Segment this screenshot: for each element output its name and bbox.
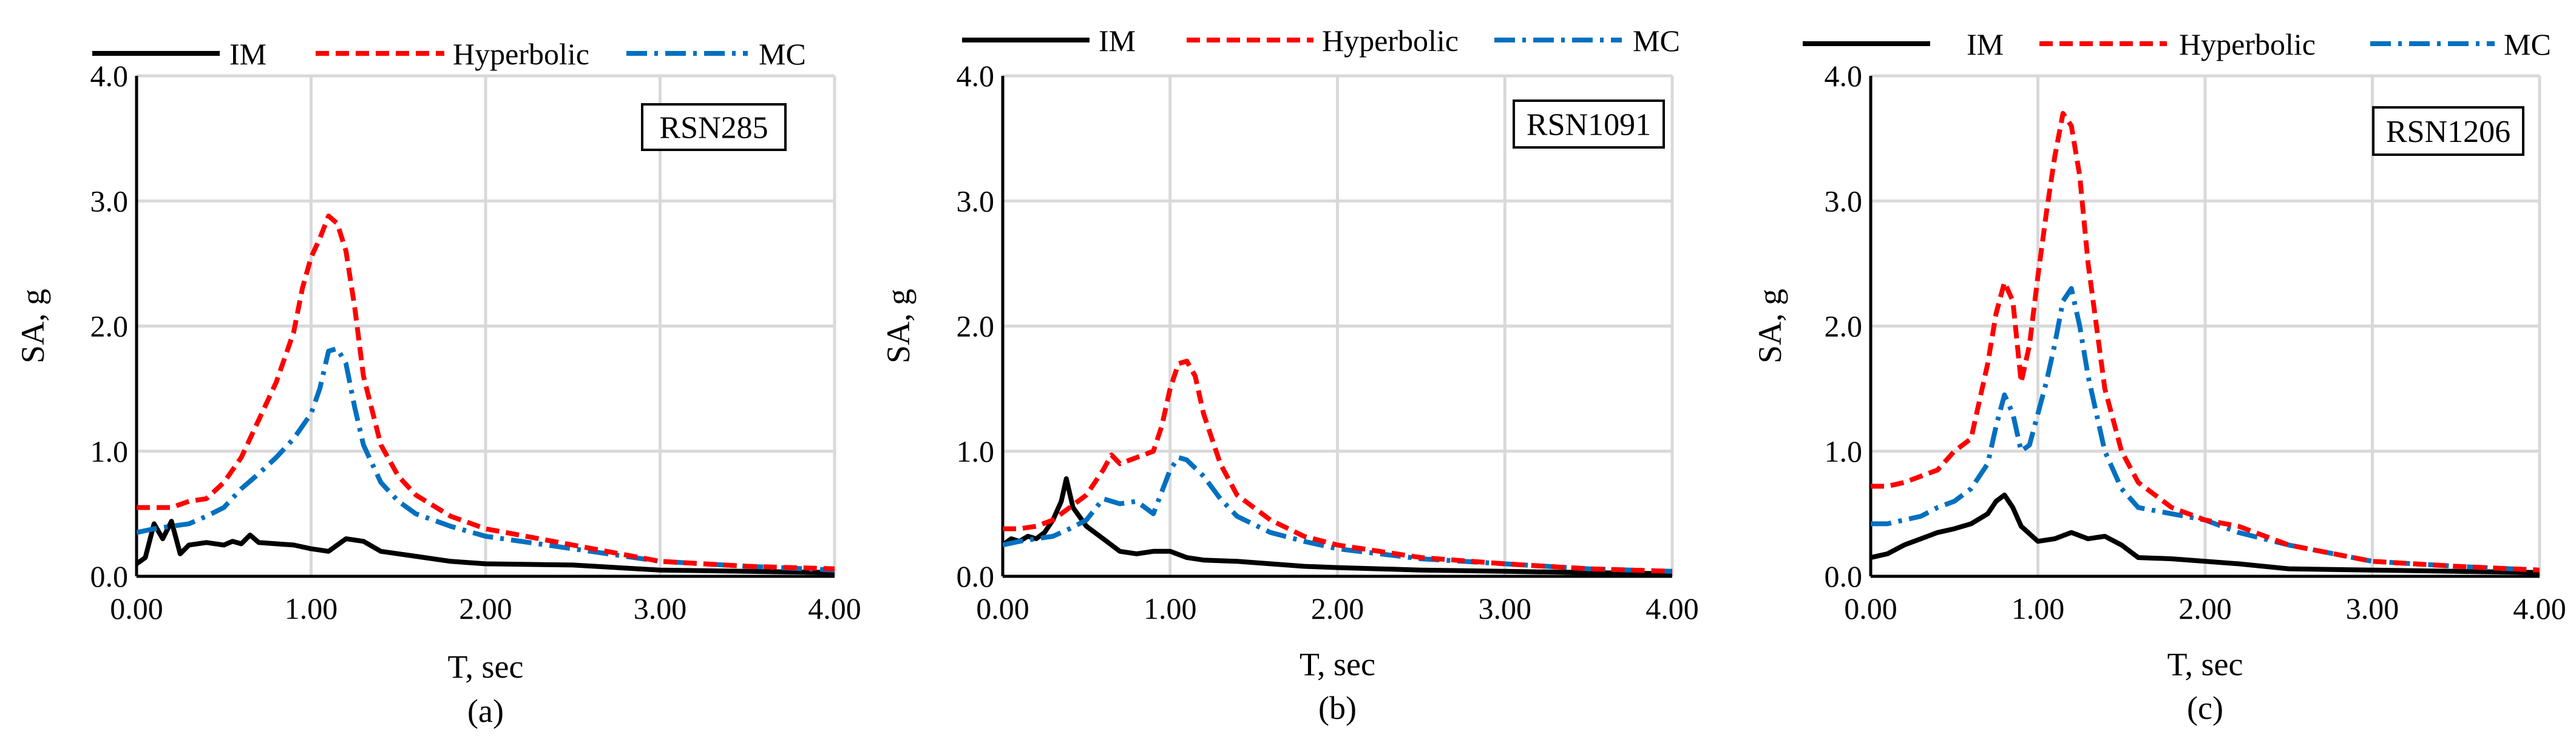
series-line-im: [137, 519, 835, 575]
y-tick-label: 3.0: [90, 184, 129, 218]
x-tick-label: 1.00: [2012, 591, 2065, 625]
x-tick-label: 1.00: [285, 591, 338, 625]
record-label: RSN1206: [2386, 115, 2510, 149]
chart-panel-2: 0.00 1.00 2.00 3.00 4.00 0.0 1.0 2.0 3.0 4.0 T, se…: [880, 24, 1699, 726]
chart-panel-3: 0.00 1.00 2.00 3.00 4.00 0.0 1.0 2.0 3.0 4.0 T, se…: [1752, 27, 2566, 726]
y-tick-label: 3.0: [957, 184, 995, 218]
x-tick-label: 2.00: [1311, 591, 1364, 625]
record-box: [1513, 99, 1665, 149]
y-tick-label: 2.0: [957, 309, 995, 343]
panel-caption: (a): [467, 693, 504, 729]
x-tick-label: 0.00: [1844, 591, 1897, 625]
record-label: RSN285: [659, 111, 768, 146]
legend-label-im: IM: [1967, 27, 2004, 61]
x-axis-title: T, sec: [2168, 646, 2243, 682]
y-tick-label: 1.0: [90, 434, 129, 468]
x-tick-label: 3.00: [2346, 591, 2399, 625]
legend-label-im: IM: [229, 37, 266, 71]
legend-label-im: IM: [1099, 24, 1136, 58]
x-tick-label: 4.00: [1646, 591, 1699, 625]
series-line-im: [1871, 492, 2540, 575]
x-tick-label: 2.00: [2178, 591, 2232, 625]
y-tick-label: 4.0: [90, 59, 129, 93]
series-line-mc: [137, 346, 835, 573]
y-tick-label: 0.0: [90, 559, 129, 593]
record-label: RSN1091: [1527, 108, 1651, 143]
legend-label-mc: MC: [1633, 24, 1680, 58]
x-tick-label: 4.00: [808, 591, 861, 625]
y-tick-label: 3.0: [1825, 184, 1863, 218]
x-tick-label: 1.00: [1144, 591, 1197, 625]
y-tick-label: 0.0: [957, 559, 995, 593]
y-tick-label: 4.0: [1825, 59, 1863, 93]
y-tick-label: 2.0: [1825, 309, 1863, 343]
record-box: [641, 103, 787, 151]
legend-label-mc: MC: [2504, 27, 2551, 61]
y-axis-title: SA, g: [880, 289, 917, 363]
legend-label-hyperbolic: Hyperbolic: [2179, 27, 2316, 61]
x-tick-label: 0.00: [110, 591, 163, 625]
y-tick-label: 2.0: [90, 309, 129, 343]
x-tick-label: 3.00: [634, 591, 687, 625]
series-line-hyperbolic: [1871, 110, 2540, 573]
series-line-im: [1003, 476, 1672, 576]
panel-caption: (b): [1318, 690, 1357, 726]
record-box: [2372, 106, 2524, 156]
series-line-hyperbolic: [137, 214, 835, 571]
panel-caption: (c): [2187, 690, 2223, 726]
x-tick-label: 0.00: [976, 591, 1029, 625]
y-axis-title: SA, g: [1752, 289, 1788, 363]
y-tick-label: 0.0: [1825, 559, 1863, 593]
legend-label-hyperbolic: Hyperbolic: [453, 37, 589, 71]
y-axis-title: SA, g: [15, 289, 51, 363]
x-tick-label: 2.00: [459, 591, 512, 625]
x-axis-title: T, sec: [448, 649, 524, 685]
legend-label-hyperbolic: Hyperbolic: [1322, 24, 1459, 58]
y-tick-label: 1.0: [1825, 434, 1863, 468]
x-axis-title: T, sec: [1300, 646, 1375, 682]
y-tick-label: 1.0: [957, 434, 995, 468]
x-tick-label: 3.00: [1479, 591, 1532, 625]
chart-panel-1: 0.00 1.00 2.00 3.00 4.00 0.0 1.0 2.0 3.0 4.0 T, se…: [15, 37, 861, 729]
y-tick-label: 4.0: [957, 59, 995, 93]
x-tick-label: 4.00: [2513, 591, 2566, 625]
legend-label-mc: MC: [759, 37, 806, 71]
series-line-hyperbolic: [1003, 359, 1672, 574]
